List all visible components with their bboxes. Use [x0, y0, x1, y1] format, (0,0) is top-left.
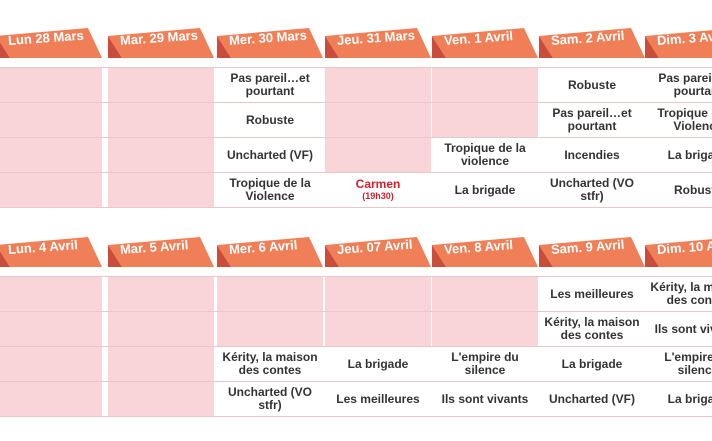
empty-slot [108, 103, 214, 137]
film-slot[interactable]: Les meilleures [539, 277, 645, 311]
empty-slot [0, 277, 102, 311]
film-slot[interactable]: La brigade [539, 347, 645, 381]
film-title: Incendies [564, 147, 620, 162]
film-title: Uncharted (VO stfr) [549, 176, 634, 203]
film-time-note: (19h30) [362, 191, 394, 201]
film-slot[interactable]: Ils sont vivants [645, 312, 712, 346]
row-separator [0, 381, 712, 382]
film-slot[interactable]: Incendies [539, 138, 645, 172]
film-title: Ils sont vivants [441, 391, 529, 406]
film-slot[interactable]: Pas pareil…et pourtant [645, 68, 712, 102]
film-title: Tropique de la Violence [657, 106, 712, 133]
film-title: Pas pareil…et pourtant [230, 71, 310, 98]
film-slot[interactable]: Kérity, la maison des contes [539, 312, 645, 346]
film-slot[interactable]: Pas pareil…et pourtant [539, 103, 645, 137]
film-title: La brigade [667, 391, 712, 406]
film-title: Kérity, la maison des contes [222, 350, 318, 377]
empty-slot [108, 277, 214, 311]
empty-slot [325, 68, 431, 102]
empty-slot [108, 173, 214, 207]
film-title: Uncharted (VF) [548, 391, 635, 406]
empty-slot [432, 277, 538, 311]
empty-slot [108, 68, 214, 102]
day-label: Dim. 10 Avril [656, 236, 712, 257]
empty-slot [108, 312, 214, 346]
row-separator [0, 311, 712, 312]
film-slot[interactable]: Kérity, la maison des contes [645, 277, 712, 311]
film-title: Les meilleures [336, 391, 420, 406]
film-title: Uncharted (VO stfr) [227, 385, 312, 412]
film-title: Les meilleures [550, 286, 634, 301]
film-title: La brigade [561, 356, 623, 371]
film-slot[interactable]: Carmen (19h30) [325, 173, 431, 207]
empty-slot [0, 68, 102, 102]
empty-slot [217, 312, 323, 346]
film-title: Pas pareil…et pourtant [552, 106, 632, 133]
row-separator [0, 67, 712, 68]
row-separator [0, 276, 712, 277]
empty-slot [432, 68, 538, 102]
film-slot[interactable]: La brigade [432, 173, 538, 207]
film-title: Kérity, la maison des contes [650, 280, 712, 307]
film-title: Robuste [674, 182, 712, 197]
film-title: Pas pareil…et pourtant [658, 71, 712, 98]
film-title: Robuste [568, 77, 616, 92]
empty-slot [108, 382, 214, 416]
empty-slot [0, 173, 102, 207]
empty-slot [325, 312, 431, 346]
film-title: Carmen [355, 177, 401, 191]
film-title: L'empire du silence [451, 350, 519, 377]
empty-slot [432, 103, 538, 137]
empty-slot [0, 103, 102, 137]
film-slot[interactable]: Tropique de la violence [432, 138, 538, 172]
empty-slot [325, 277, 431, 311]
film-slot[interactable]: La brigade [645, 138, 712, 172]
empty-slot [0, 312, 102, 346]
empty-slot [0, 347, 102, 381]
film-slot[interactable]: La brigade [325, 347, 431, 381]
film-slot[interactable]: Uncharted (VF) [539, 382, 645, 416]
row-separator [0, 207, 712, 208]
film-slot[interactable]: L'empire du silence [645, 347, 712, 381]
row-separator [0, 137, 712, 138]
film-title: La brigade [667, 147, 712, 162]
film-slot[interactable]: Tropique de la Violence [645, 103, 712, 137]
empty-slot [325, 138, 431, 172]
film-title: Tropique de la violence [444, 141, 526, 168]
empty-slot [325, 103, 431, 137]
film-slot[interactable]: Kérity, la maison des contes [217, 347, 323, 381]
row-separator [0, 416, 712, 417]
film-slot[interactable]: Tropique de la Violence [217, 173, 323, 207]
film-slot[interactable]: La brigade [645, 382, 712, 416]
empty-slot [108, 347, 214, 381]
row-separator [0, 172, 712, 173]
empty-slot [0, 138, 102, 172]
empty-slot [108, 138, 214, 172]
film-slot[interactable]: Uncharted (VO stfr) [217, 382, 323, 416]
day-label: Dim. 3 Avril [656, 28, 712, 48]
empty-slot [432, 312, 538, 346]
row-separator [0, 102, 712, 103]
empty-slot [217, 277, 323, 311]
film-title: La brigade [347, 356, 409, 371]
film-slot[interactable]: L'empire du silence [432, 347, 538, 381]
film-slot[interactable]: Robuste [217, 103, 323, 137]
film-title: Ils sont vivants [654, 321, 712, 336]
empty-slot [0, 382, 102, 416]
film-slot[interactable]: Uncharted (VO stfr) [539, 173, 645, 207]
film-title: Robuste [246, 112, 294, 127]
film-slot[interactable]: Les meilleures [325, 382, 431, 416]
film-slot[interactable]: Robuste [645, 173, 712, 207]
film-slot[interactable]: Robuste [539, 68, 645, 102]
film-slot[interactable]: Pas pareil…et pourtant [217, 68, 323, 102]
film-title: Kérity, la maison des contes [544, 315, 640, 342]
film-title: Tropique de la Violence [229, 176, 311, 203]
film-slot[interactable]: Uncharted (VF) [217, 138, 323, 172]
film-slot[interactable]: Ils sont vivants [432, 382, 538, 416]
film-title: L'empire du silence [664, 350, 712, 377]
film-title: Uncharted (VF) [226, 147, 313, 162]
row-separator [0, 346, 712, 347]
film-title: La brigade [454, 182, 516, 197]
